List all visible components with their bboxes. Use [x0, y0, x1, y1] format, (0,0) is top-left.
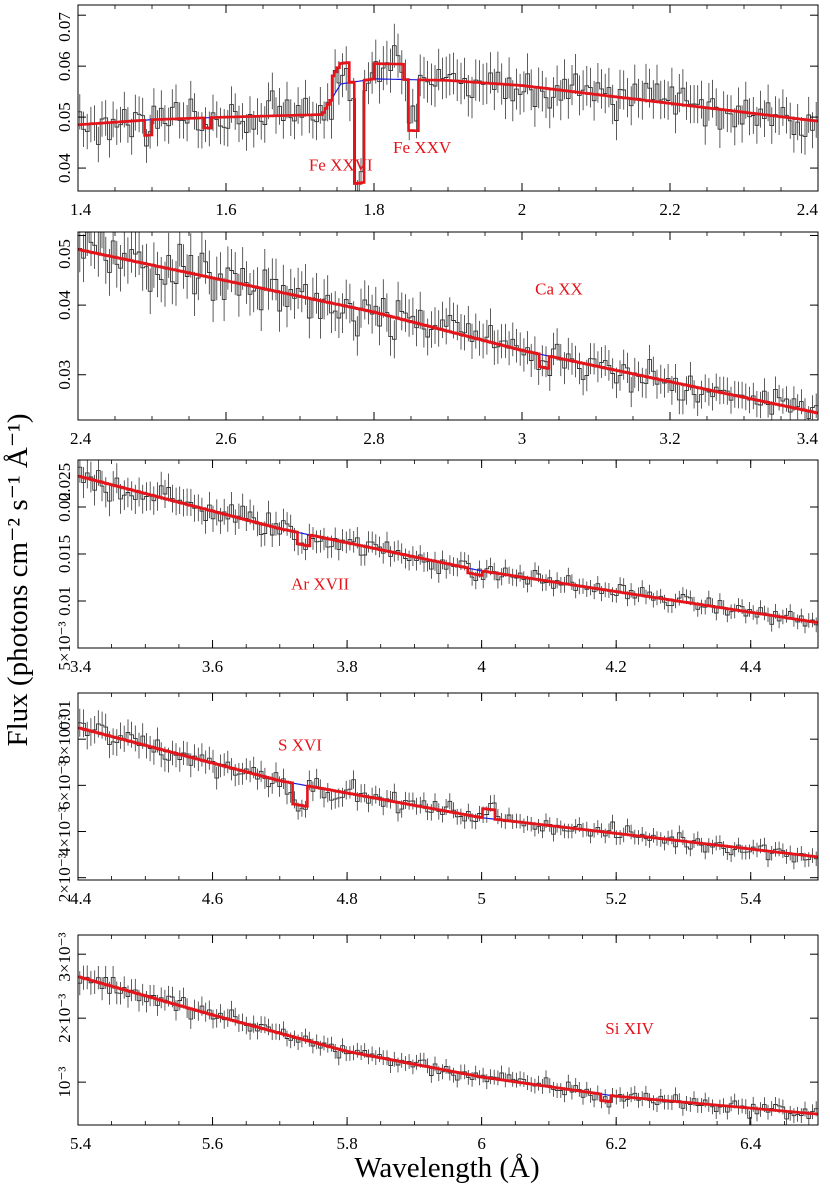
y-tick-label: 10⁻³ — [55, 1067, 74, 1098]
x-tick-label: 5.6 — [202, 1134, 223, 1153]
y-axis-title: Flux (photons cm⁻² s⁻¹ Å⁻¹) — [2, 413, 34, 746]
x-tick-label: 2.4 — [797, 200, 819, 219]
x-tick-label: 3.4 — [70, 657, 92, 676]
y-tick-label: 0.015 — [55, 535, 74, 573]
chart-panel-4: 4.4 4.6 4.8 5 5.2 5.4 2×10⁻³4×10⁻³6×10⁻³8×10⁻³… — [55, 692, 819, 908]
y-tick-label: 2×10⁻³ — [55, 853, 74, 902]
line-label: Ca XX — [535, 280, 583, 299]
best-fit-model-line — [78, 248, 818, 415]
data-error-bars — [79, 965, 817, 1125]
data-series — [78, 232, 818, 419]
y-tick-label: 3×10⁻³ — [55, 932, 74, 981]
plot-area — [78, 23, 818, 191]
x-tick-label: 5.2 — [606, 889, 627, 908]
x-tick-label: 4.4 — [70, 889, 92, 908]
x-tick-label: 3.8 — [336, 657, 357, 676]
best-fit-model-line — [78, 975, 818, 1116]
y-tick-label: 4×10⁻³ — [55, 807, 74, 856]
x-tick-label: 5.4 — [70, 1134, 92, 1153]
y-tick-label: 0.03 — [55, 360, 74, 390]
x-tick-label: 2.8 — [363, 429, 384, 448]
continuum-model-line — [78, 976, 818, 1115]
x-tick-label: 4.4 — [740, 657, 762, 676]
x-tick-label: 3 — [518, 429, 527, 448]
y-tick-label: 2×10⁻³ — [55, 994, 74, 1043]
line-label: Si XIV — [605, 1019, 654, 1038]
y-tick-label: 0.05 — [55, 239, 74, 269]
x-tick-label: 1.4 — [70, 200, 92, 219]
plot-area — [78, 965, 818, 1125]
y-tick-label: 0.04 — [55, 153, 74, 183]
panel-frame — [77, 934, 819, 1126]
x-tick-label: 2 — [518, 200, 527, 219]
x-axis-title: Wavelength (Å) — [354, 1152, 539, 1184]
line-label: Fe XXVI — [309, 156, 373, 175]
x-tick-label: 3.2 — [659, 429, 680, 448]
chart-panel-3: 3.4 3.6 3.8 4 4.2 4.4 5×10⁻³ 0.01 0.015 0.020.025… — [55, 459, 819, 676]
line-label: Fe XXV — [393, 138, 452, 157]
data-series — [78, 466, 818, 627]
y-tick-label: 8×10⁻³ — [55, 715, 74, 764]
y-tick-label: 0.025 — [55, 463, 74, 501]
x-tick-label: 5 — [477, 889, 486, 908]
x-minor-ticks — [77, 460, 819, 648]
plot-area — [78, 708, 818, 870]
y-tick-label: 0.07 — [55, 12, 74, 42]
y-tick-label: 0.06 — [55, 51, 74, 81]
x-tick-label: 1.6 — [215, 200, 236, 219]
x-tick-label: 3.6 — [202, 657, 223, 676]
plot-area — [78, 460, 818, 634]
line-label: S XVI — [278, 736, 322, 755]
y-tick-label: 5×10⁻³ — [55, 621, 74, 670]
best-fit-model-line — [78, 475, 818, 624]
x-tick-label: 5.4 — [740, 889, 762, 908]
y-tick-label: 0.04 — [55, 290, 74, 320]
x-tick-label: 2.2 — [659, 200, 680, 219]
x-tick-label: 2.6 — [215, 429, 236, 448]
chart-panel-5: 5.4 5.6 5.8 6 6.2 6.4 10⁻³ 2×10⁻³ 3×10⁻³ Si XIV — [55, 932, 819, 1153]
x-tick-label: 2.4 — [70, 429, 92, 448]
x-tick-label: 6.2 — [606, 1134, 627, 1153]
panel-frame — [77, 459, 819, 649]
x-tick-label: 1.8 — [363, 200, 384, 219]
data-series — [78, 976, 818, 1120]
y-tick-label: 0.01 — [55, 586, 74, 616]
y-tick-label: 0.05 — [55, 102, 74, 132]
chart-panel-1: 1.4 1.6 1.8 2 2.2 2.4 0.04 0.05 0.06 0.07 Fe XXVI F… — [55, 4, 819, 219]
x-tick-label: 5.8 — [336, 1134, 357, 1153]
plot-area — [78, 232, 818, 420]
x-tick-label: 6.4 — [740, 1134, 762, 1153]
best-fit-model-line — [78, 726, 818, 859]
x-minor-ticks — [77, 935, 819, 1125]
best-fit-model-line — [78, 61, 818, 185]
line-label: Ar XVII — [291, 575, 349, 594]
y-tick-label: 0.01 — [55, 700, 74, 730]
panel-frame — [77, 4, 819, 192]
x-tick-label: 4.2 — [606, 657, 627, 676]
x-tick-label: 4.6 — [202, 889, 223, 908]
panels: 1.4 1.6 1.8 2 2.2 2.4 0.04 0.05 0.06 0.07 Fe XXVI F… — [55, 4, 819, 1153]
x-tick-label: 4.8 — [336, 889, 357, 908]
x-minor-ticks — [77, 5, 819, 191]
continuum-model-line — [78, 727, 818, 858]
x-tick-label: 6 — [477, 1134, 486, 1153]
chart-panel-2: 2.4 2.6 2.8 3 3.2 3.4 0.03 0.04 0.05 Ca XX — [55, 231, 819, 448]
data-series — [78, 722, 818, 863]
x-tick-label: 3.4 — [797, 429, 819, 448]
x-tick-label: 4 — [477, 657, 486, 676]
y-tick-label: 0.02 — [55, 492, 74, 522]
y-tick-label: 6×10⁻³ — [55, 761, 74, 810]
